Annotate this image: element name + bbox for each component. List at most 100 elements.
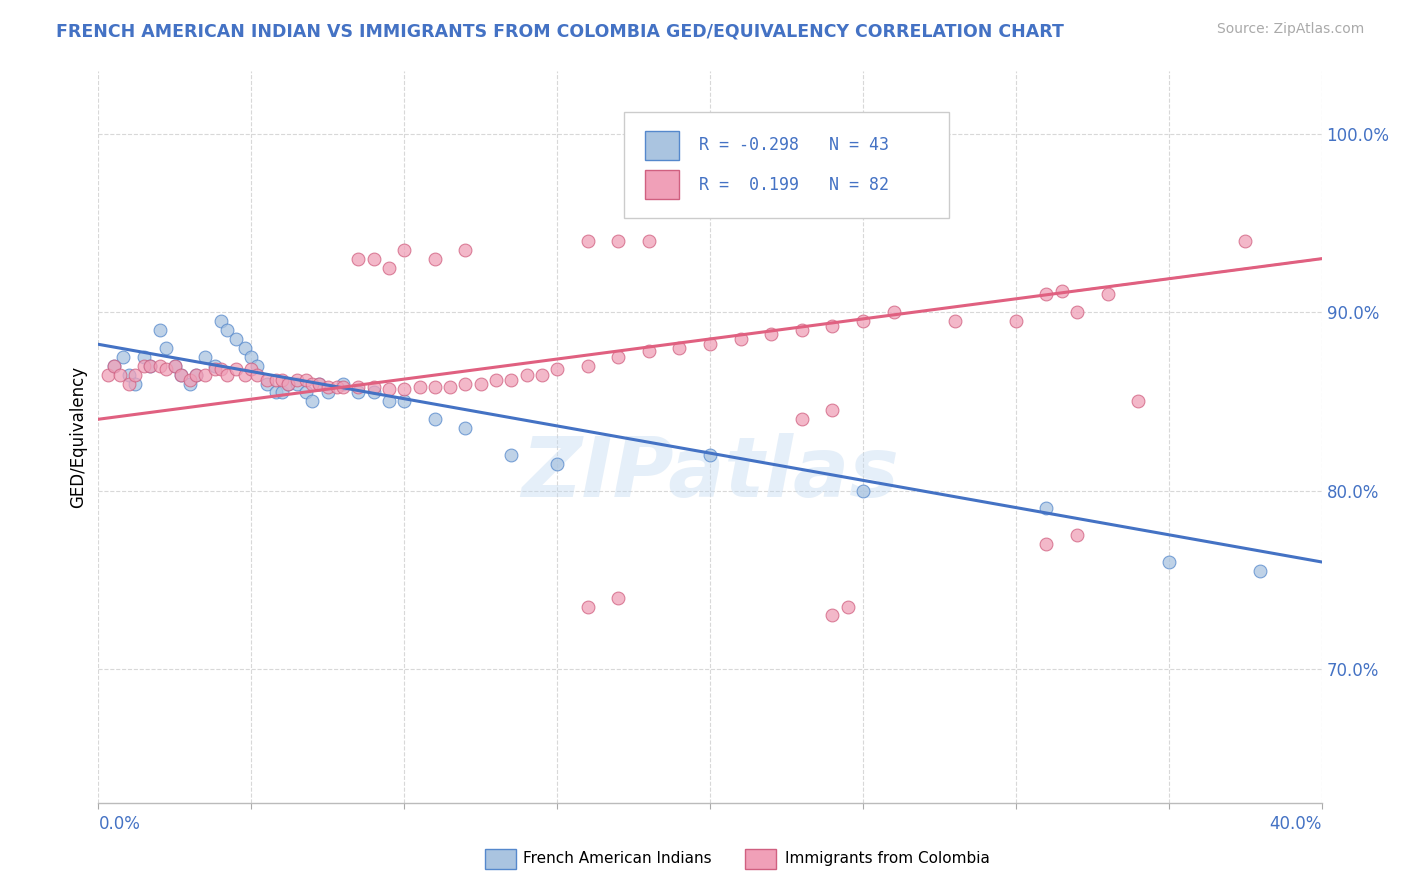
- Point: [454, 421, 477, 435]
- Point: [108, 368, 131, 382]
- Point: [103, 359, 125, 373]
- Text: ZIPatlas: ZIPatlas: [522, 434, 898, 514]
- Point: [270, 385, 292, 400]
- Point: [363, 380, 385, 394]
- Point: [270, 373, 292, 387]
- Point: [392, 394, 416, 409]
- Point: [1066, 528, 1088, 542]
- Point: [240, 362, 263, 376]
- Point: [546, 457, 568, 471]
- Point: [423, 252, 446, 266]
- Point: [470, 376, 492, 391]
- Point: [295, 373, 318, 387]
- Point: [277, 376, 299, 391]
- Point: [316, 380, 339, 394]
- Point: [347, 380, 370, 394]
- Point: [124, 368, 146, 382]
- Point: [408, 380, 430, 394]
- Point: [607, 350, 630, 364]
- Point: [852, 314, 875, 328]
- Point: [637, 344, 661, 359]
- Point: [240, 350, 263, 364]
- Point: [225, 362, 247, 376]
- Point: [285, 376, 308, 391]
- Point: [1035, 501, 1057, 516]
- Point: [699, 448, 721, 462]
- Point: [149, 323, 172, 337]
- Point: [821, 403, 844, 417]
- Point: [883, 305, 905, 319]
- Point: [576, 359, 599, 373]
- Point: [637, 234, 661, 248]
- Point: [124, 376, 146, 391]
- Point: [139, 359, 162, 373]
- Point: [134, 359, 156, 373]
- Point: [209, 362, 232, 376]
- Point: [246, 368, 269, 382]
- Point: [118, 368, 141, 382]
- Point: [170, 368, 193, 382]
- Point: [730, 332, 752, 346]
- Text: 40.0%: 40.0%: [1270, 815, 1322, 833]
- Point: [1066, 305, 1088, 319]
- Point: [576, 599, 599, 614]
- Point: [326, 380, 349, 394]
- Point: [111, 350, 134, 364]
- Point: [1035, 287, 1057, 301]
- Point: [363, 385, 385, 400]
- FancyBboxPatch shape: [624, 112, 949, 218]
- Text: Immigrants from Colombia: Immigrants from Colombia: [785, 851, 990, 865]
- Point: [155, 362, 177, 376]
- Point: [378, 382, 401, 396]
- Point: [163, 359, 186, 373]
- Point: [332, 380, 354, 394]
- Point: [186, 368, 208, 382]
- Point: [215, 323, 238, 337]
- Point: [378, 394, 401, 409]
- Point: [363, 252, 385, 266]
- Text: R = -0.298   N = 43: R = -0.298 N = 43: [699, 136, 889, 154]
- Point: [179, 376, 201, 391]
- Point: [194, 350, 217, 364]
- Point: [233, 341, 256, 355]
- Text: FRENCH AMERICAN INDIAN VS IMMIGRANTS FROM COLOMBIA GED/EQUIVALENCY CORRELATION C: FRENCH AMERICAN INDIAN VS IMMIGRANTS FRO…: [56, 22, 1064, 40]
- Point: [821, 608, 844, 623]
- Point: [97, 368, 120, 382]
- Point: [454, 376, 477, 391]
- Bar: [645, 130, 679, 160]
- Point: [1050, 284, 1073, 298]
- Point: [225, 332, 247, 346]
- Point: [501, 373, 523, 387]
- Point: [179, 373, 201, 387]
- Point: [285, 373, 308, 387]
- Point: [204, 359, 226, 373]
- Point: [246, 359, 269, 373]
- Point: [392, 243, 416, 257]
- Point: [378, 260, 401, 275]
- Point: [155, 341, 177, 355]
- Point: [423, 412, 446, 426]
- Point: [1157, 555, 1180, 569]
- Point: [118, 376, 141, 391]
- Text: Source: ZipAtlas.com: Source: ZipAtlas.com: [1216, 22, 1364, 37]
- Point: [347, 385, 370, 400]
- Point: [256, 373, 278, 387]
- Point: [530, 368, 553, 382]
- Point: [501, 448, 523, 462]
- Point: [607, 591, 630, 605]
- Point: [668, 341, 690, 355]
- Point: [277, 376, 299, 391]
- Point: [134, 350, 156, 364]
- Point: [256, 376, 278, 391]
- Point: [204, 362, 226, 376]
- Point: [139, 359, 162, 373]
- Point: [301, 376, 323, 391]
- Point: [186, 368, 208, 382]
- Point: [295, 385, 318, 400]
- Point: [308, 376, 330, 391]
- Point: [790, 412, 813, 426]
- Point: [308, 376, 330, 391]
- Point: [233, 368, 256, 382]
- Point: [759, 326, 782, 341]
- Point: [264, 385, 287, 400]
